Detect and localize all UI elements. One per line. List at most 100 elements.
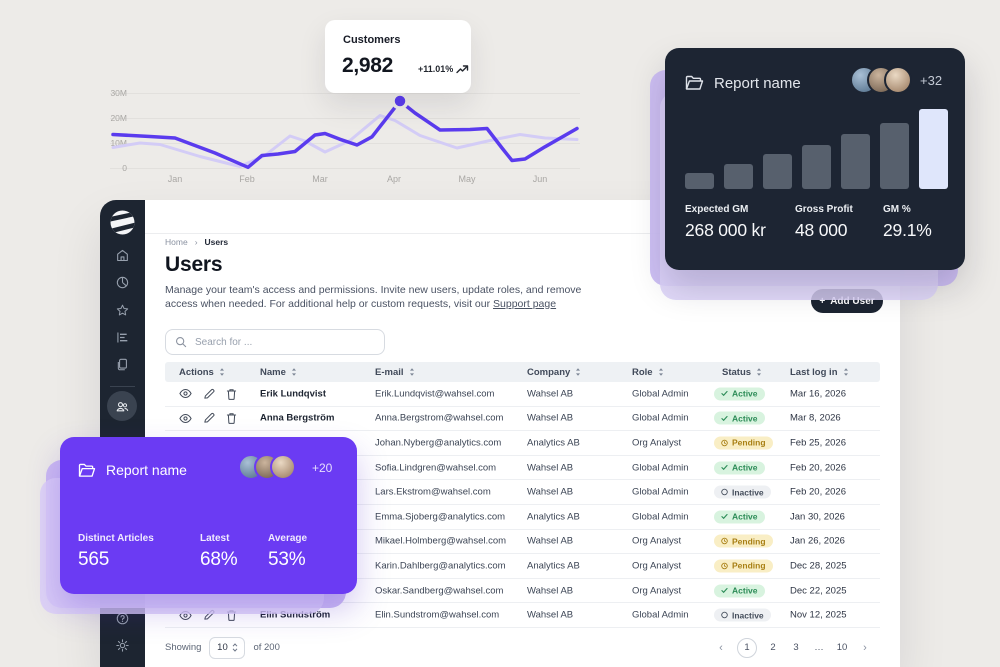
- delete-icon[interactable]: [226, 412, 237, 425]
- sort-icon: [291, 368, 296, 376]
- stat-value: 29.1%: [883, 220, 932, 240]
- column-header-last-log-in[interactable]: Last log in: [790, 362, 849, 382]
- cell-status: Active: [714, 510, 765, 524]
- cell-company: Wahsel AB: [527, 585, 574, 597]
- stat-average: Average 53%: [268, 533, 307, 571]
- cell-status: Active: [714, 387, 765, 401]
- stat-label: Average: [268, 533, 308, 544]
- sidebar-item-home[interactable]: [100, 246, 145, 264]
- breadcrumb-home[interactable]: Home: [165, 237, 188, 247]
- row-actions: [179, 412, 237, 425]
- cell-name: Elin Sundström: [260, 609, 331, 621]
- cell-company: Wahsel AB: [527, 462, 574, 474]
- table-row: Karin.Dahlberg@analytics.com Analytics AB…: [165, 554, 880, 579]
- pagination-page-2[interactable]: 2: [770, 642, 776, 653]
- search-box[interactable]: [165, 329, 385, 355]
- column-header-e-mail[interactable]: E-mail: [375, 362, 415, 382]
- cell-last-login: Dec 22, 2025: [790, 585, 847, 597]
- sort-icon: [843, 368, 848, 376]
- cell-last-login: Feb 20, 2026: [790, 462, 846, 474]
- column-header-role[interactable]: Role: [632, 362, 664, 382]
- column-header-company[interactable]: Company: [527, 362, 581, 382]
- stat-label: Expected GM: [685, 204, 749, 215]
- avatar-group: [238, 454, 296, 480]
- tooltip-metric-label: Customers: [343, 34, 401, 46]
- bar: [880, 123, 909, 189]
- gridline: [110, 93, 580, 94]
- x-axis-tick: Apr: [386, 174, 401, 184]
- cell-role: Global Admin: [632, 511, 689, 523]
- cell-name: Anna Bergström: [260, 412, 335, 424]
- report-card-header: Report name: [78, 455, 341, 485]
- view-icon[interactable]: [179, 388, 192, 399]
- column-header-status[interactable]: Status: [722, 362, 762, 382]
- column-header-actions[interactable]: Actions: [179, 362, 225, 382]
- cell-company: Analytics AB: [527, 437, 580, 449]
- row-actions: [179, 388, 237, 400]
- search-input[interactable]: [193, 335, 375, 349]
- breadcrumb-separator: ›: [194, 237, 198, 247]
- sidebar-item-analytics[interactable]: [100, 328, 145, 346]
- breadcrumb-current[interactable]: Users: [204, 237, 229, 247]
- view-icon[interactable]: [179, 413, 192, 424]
- y-axis-tick: 0: [122, 163, 127, 173]
- page-size-select[interactable]: 10: [209, 636, 246, 659]
- cell-role: Org Analyst: [632, 585, 682, 597]
- column-label: Company: [527, 366, 571, 378]
- table-row: Sofia.Lindgren@wahsel.com Wahsel AB Global…: [165, 456, 880, 481]
- edit-icon[interactable]: [203, 388, 215, 400]
- sidebar-item-documents[interactable]: [100, 355, 145, 373]
- bar-chart: [685, 106, 948, 189]
- cell-status: Pending: [714, 559, 773, 573]
- cell-email: Emma.Sjoberg@analytics.com: [375, 511, 506, 523]
- pagination-page-1[interactable]: 1: [737, 637, 757, 658]
- cell-email: Erik.Lundqvist@wahsel.com: [375, 388, 495, 400]
- sidebar-item-users-active[interactable]: [107, 391, 137, 421]
- stat-label: Distinct Articles: [78, 533, 154, 544]
- support-page-link[interactable]: Support page: [493, 297, 557, 310]
- cell-last-login: Nov 12, 2025: [790, 609, 847, 621]
- chart-tooltip: Customers 2,982 +11.01%: [325, 20, 471, 93]
- x-axis-tick: Feb: [239, 174, 255, 184]
- delete-icon[interactable]: [226, 388, 237, 400]
- showing-control: Showing 10 of 200: [165, 636, 280, 659]
- column-label: E-mail: [375, 366, 404, 378]
- pagination-page-10[interactable]: 10: [836, 642, 848, 653]
- status-badge: Pending: [714, 534, 773, 548]
- cell-company: Wahsel AB: [527, 609, 574, 621]
- pagination-prev[interactable]: ‹: [719, 641, 723, 654]
- stat-value: 68%: [200, 549, 238, 570]
- stat-label: GM %: [883, 204, 911, 215]
- bar: [919, 109, 948, 189]
- stat-value: 268 000 kr: [685, 220, 766, 240]
- status-badge: Active: [714, 411, 765, 425]
- cell-email: Lars.Ekstrom@wahsel.com: [375, 486, 491, 498]
- cell-last-login: Mar 16, 2026: [790, 388, 846, 400]
- column-header-name[interactable]: Name: [260, 362, 297, 382]
- cell-status: Active: [714, 411, 765, 425]
- sidebar-item-favorites[interactable]: [100, 301, 145, 319]
- cell-last-login: Dec 28, 2025: [790, 560, 847, 572]
- y-axis-tick: 20M: [110, 113, 127, 123]
- pagination-page-3[interactable]: 3: [793, 642, 799, 653]
- cell-role: Org Analyst: [632, 535, 682, 547]
- pagination-next[interactable]: ›: [863, 641, 867, 654]
- cell-company: Analytics AB: [527, 560, 580, 572]
- sidebar-item-settings[interactable]: [100, 636, 145, 654]
- status-badge: Active: [714, 387, 765, 401]
- table-row: Erik Lundqvist Erik.Lundqvist@wahsel.com W…: [165, 382, 880, 407]
- edit-icon[interactable]: [203, 412, 215, 424]
- sidebar-item-reports[interactable]: [100, 273, 145, 291]
- x-axis-tick: May: [458, 174, 476, 184]
- sort-icon: [576, 368, 581, 376]
- customers-line-chart: 30M 20M 10M 0 Jan Feb Mar Apr May Jun Cu…: [0, 0, 640, 200]
- table-row: Anna Bergström Anna.Bergstrom@wahsel.com W…: [165, 407, 880, 432]
- cell-email: Johan.Nyberg@analytics.com: [375, 437, 502, 449]
- cell-last-login: Jan 30, 2026: [790, 511, 845, 523]
- report-card-dark: Report name +32 Expected GM 268 000 kr G…: [665, 48, 965, 270]
- column-label: Actions: [179, 366, 214, 378]
- pagination-ellipsis[interactable]: …: [814, 642, 824, 653]
- folder-icon: [78, 463, 96, 477]
- cell-company: Wahsel AB: [527, 412, 574, 424]
